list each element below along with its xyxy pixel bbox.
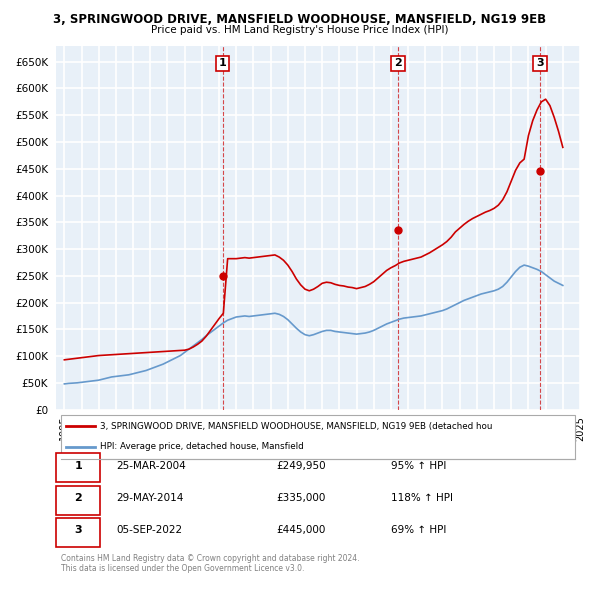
Text: 3, SPRINGWOOD DRIVE, MANSFIELD WOODHOUSE, MANSFIELD, NG19 9EB (detached hou: 3, SPRINGWOOD DRIVE, MANSFIELD WOODHOUSE… <box>100 422 493 431</box>
FancyBboxPatch shape <box>56 486 100 514</box>
FancyBboxPatch shape <box>56 518 100 547</box>
Text: 118% ↑ HPI: 118% ↑ HPI <box>391 493 453 503</box>
Text: 1: 1 <box>74 461 82 471</box>
Text: Contains HM Land Registry data © Crown copyright and database right 2024.: Contains HM Land Registry data © Crown c… <box>61 553 359 563</box>
Text: 29-MAY-2014: 29-MAY-2014 <box>116 493 184 503</box>
Text: 1: 1 <box>219 58 227 68</box>
FancyBboxPatch shape <box>56 454 100 483</box>
Text: 95% ↑ HPI: 95% ↑ HPI <box>391 461 446 471</box>
Text: 3, SPRINGWOOD DRIVE, MANSFIELD WOODHOUSE, MANSFIELD, NG19 9EB: 3, SPRINGWOOD DRIVE, MANSFIELD WOODHOUSE… <box>53 13 547 26</box>
Text: Price paid vs. HM Land Registry's House Price Index (HPI): Price paid vs. HM Land Registry's House … <box>151 25 449 35</box>
Text: This data is licensed under the Open Government Licence v3.0.: This data is licensed under the Open Gov… <box>61 565 304 573</box>
Text: HPI: Average price, detached house, Mansfield: HPI: Average price, detached house, Mans… <box>100 442 304 451</box>
Text: 05-SEP-2022: 05-SEP-2022 <box>116 525 182 535</box>
Text: 25-MAR-2004: 25-MAR-2004 <box>116 461 186 471</box>
Text: 2: 2 <box>394 58 402 68</box>
Text: 69% ↑ HPI: 69% ↑ HPI <box>391 525 446 535</box>
Text: £249,950: £249,950 <box>276 461 326 471</box>
Text: 2: 2 <box>74 493 82 503</box>
FancyBboxPatch shape <box>61 415 575 459</box>
Text: 3: 3 <box>536 58 544 68</box>
Text: £445,000: £445,000 <box>276 525 325 535</box>
Text: 3: 3 <box>74 525 82 535</box>
Text: £335,000: £335,000 <box>276 493 325 503</box>
